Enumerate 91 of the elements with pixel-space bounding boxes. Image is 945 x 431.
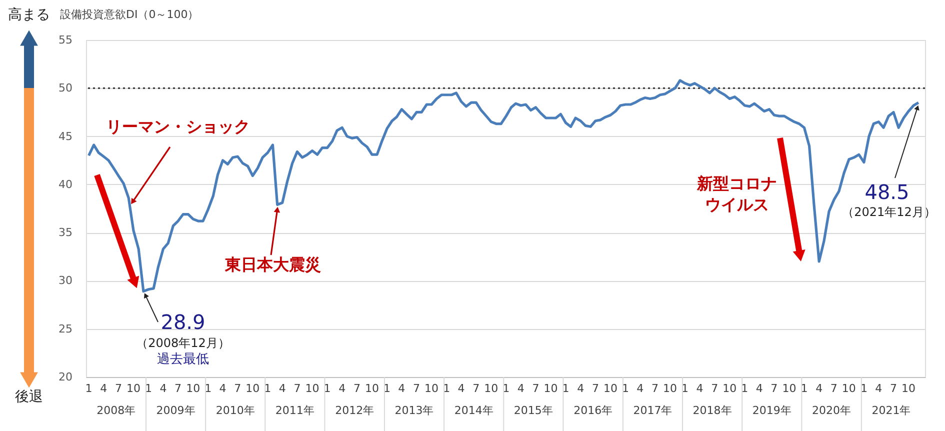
- x-tick-label: 7: [114, 382, 122, 395]
- text: 後退: [15, 389, 43, 405]
- x-tick-label: 7: [353, 382, 360, 395]
- text: 2018年: [692, 404, 732, 417]
- x-tick-label: 4: [219, 382, 226, 395]
- text: 2010年: [216, 404, 255, 417]
- x-tick-label: 10: [842, 382, 856, 395]
- x-tick-label: 4: [160, 382, 167, 395]
- x-tick-label: 4: [338, 382, 346, 395]
- text: 2017年: [633, 404, 672, 417]
- x-tick-label: 7: [592, 382, 599, 395]
- text: 2016年: [574, 404, 613, 417]
- y-tick-label: 55: [58, 34, 72, 46]
- annotation: （2021年12月）: [842, 205, 936, 219]
- x-tick-label: 7: [830, 382, 838, 395]
- x-tick-label: 1: [383, 382, 390, 395]
- text: 2013年: [394, 404, 434, 417]
- x-tick-label: 10: [246, 382, 260, 395]
- x-tick-label: 1: [860, 382, 868, 395]
- x-tick-label: 10: [782, 382, 796, 395]
- x-tick-label: 4: [398, 382, 406, 395]
- text: 2021年: [872, 404, 911, 417]
- annotation: 48.5: [864, 180, 910, 204]
- x-tick-label: 10: [424, 382, 439, 395]
- text: 2019年: [752, 404, 792, 417]
- x-tick-label: 7: [532, 382, 540, 395]
- x-tick-label: 4: [577, 382, 584, 395]
- x-tick-label: 10: [186, 382, 200, 395]
- annotation: 新型コロナ: [696, 174, 777, 193]
- annotation: ウイルス: [705, 195, 769, 214]
- text: 2020年: [812, 404, 852, 417]
- x-tick-label: 1: [204, 382, 212, 395]
- x-tick-label: 4: [816, 382, 823, 395]
- y-tick-label: 50: [58, 82, 72, 95]
- x-tick-label: 10: [126, 382, 140, 395]
- x-tick-label: 7: [770, 382, 778, 395]
- y-tick-label: 30: [58, 274, 72, 288]
- x-tick-label: 1: [682, 382, 689, 395]
- x-tick-label: 1: [562, 382, 570, 395]
- x-tick-label: 10: [484, 382, 498, 395]
- annotation: 28.9: [160, 310, 206, 334]
- x-tick-label: 7: [472, 382, 480, 395]
- x-tick-label: 10: [902, 382, 916, 395]
- x-tick-label: 4: [636, 382, 644, 395]
- text: 2015年: [514, 404, 553, 417]
- x-tick-label: 1: [145, 382, 152, 395]
- y-tick-label: 20: [58, 370, 72, 384]
- x-tick-label: 10: [544, 382, 558, 395]
- x-tick-label: 1: [741, 382, 748, 395]
- x-tick-label: 10: [305, 382, 320, 395]
- x-tick-label: 1: [443, 382, 450, 395]
- x-tick-label: 7: [652, 382, 659, 395]
- x-tick-label: 10: [663, 382, 678, 395]
- annotation: 東日本大震災: [224, 255, 321, 274]
- text: 2009年: [156, 404, 196, 417]
- text: 高まる: [8, 7, 50, 23]
- y-tick-label: 35: [58, 226, 72, 240]
- x-tick-label: 10: [722, 382, 737, 395]
- x-tick-label: 7: [174, 382, 182, 395]
- annotation: リーマン・ショック: [106, 117, 250, 136]
- x-tick-label: 4: [875, 382, 882, 395]
- x-tick-label: 1: [85, 382, 92, 395]
- x-tick-label: 10: [603, 382, 618, 395]
- x-tick-label: 4: [517, 382, 524, 395]
- x-tick-label: 4: [458, 382, 465, 395]
- x-tick-label: 1: [622, 382, 629, 395]
- x-tick-label: 10: [364, 382, 379, 395]
- x-tick-label: 1: [502, 382, 510, 395]
- text: 2008年: [96, 404, 136, 417]
- x-tick-label: 7: [413, 382, 420, 395]
- y-tick-label: 25: [58, 322, 72, 336]
- x-tick-label: 1: [800, 382, 808, 395]
- x-tick-label: 4: [100, 382, 108, 395]
- x-tick-label: 4: [278, 382, 286, 395]
- y-tick-label: 40: [58, 178, 72, 191]
- x-tick-label: 4: [696, 382, 704, 395]
- x-tick-label: 7: [711, 382, 718, 395]
- x-tick-label: 4: [756, 382, 763, 395]
- x-tick-label: 7: [294, 382, 301, 395]
- x-tick-label: 7: [234, 382, 242, 395]
- text: 2014年: [454, 404, 494, 417]
- line-series: [87, 79, 920, 293]
- x-tick-label: 7: [890, 382, 897, 395]
- text: 2012年: [335, 404, 374, 417]
- annotation: 過去最低: [157, 352, 209, 367]
- annotation: （2008年12月）: [136, 336, 230, 350]
- x-tick-label: 1: [264, 382, 272, 395]
- text: 2011年: [275, 404, 314, 417]
- x-tick-label: 1: [324, 382, 331, 395]
- y-axis-title: 設備投資意欲DI（0～100）: [60, 8, 199, 21]
- y-tick-label: 45: [58, 130, 72, 143]
